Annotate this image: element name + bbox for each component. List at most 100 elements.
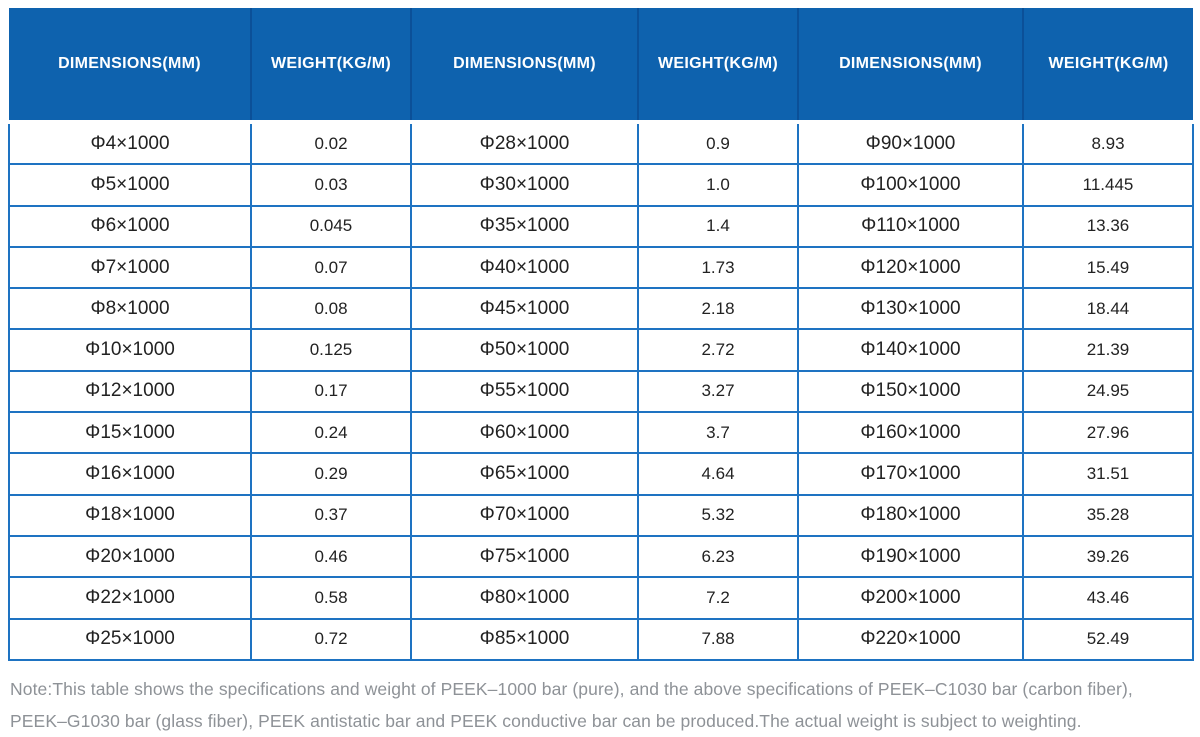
dimension-cell: Φ150×1000 — [797, 369, 1024, 414]
dimension-cell: Φ12×1000 — [8, 369, 252, 414]
dimension-cell: Φ8×1000 — [8, 287, 252, 331]
dimension-cell: Φ190×1000 — [797, 534, 1024, 579]
weight-cell: 21.39 — [1022, 328, 1194, 372]
dimension-cell: Φ35×1000 — [410, 204, 639, 248]
dimension-cell: Φ90×1000 — [797, 120, 1024, 166]
weight-cell: 0.17 — [250, 369, 412, 414]
table-row: Φ8×1000 0.08 Φ45×1000 2.18 Φ130×1000 18.44 — [8, 287, 1194, 331]
table-row: Φ7×1000 0.07 Φ40×1000 1.73 Φ120×1000 15.49 — [8, 245, 1194, 290]
weight-cell: 0.045 — [250, 204, 412, 248]
weight-cell: 3.7 — [637, 411, 799, 455]
table-row: Φ25×1000 0.72 Φ85×1000 7.88 Φ220×1000 52.49 — [8, 617, 1194, 661]
dimension-cell: Φ220×1000 — [797, 617, 1024, 661]
weight-column-header: WEIGHT(KG/M) — [637, 8, 798, 124]
weight-cell: 7.88 — [637, 617, 799, 661]
table-row: Φ20×1000 0.46 Φ75×1000 6.23 Φ190×1000 39.26 — [8, 534, 1194, 579]
dimension-cell: Φ50×1000 — [410, 328, 639, 372]
table-row: Φ6×1000 0.045 Φ35×1000 1.4 Φ110×1000 13.36 — [8, 204, 1194, 248]
weight-cell: 0.125 — [250, 328, 412, 372]
dimension-cell: Φ110×1000 — [797, 204, 1024, 248]
dimension-cell: Φ130×1000 — [797, 287, 1024, 331]
weight-cell: 2.18 — [637, 287, 799, 331]
weight-cell: 0.02 — [250, 120, 412, 166]
weight-cell: 1.73 — [637, 245, 799, 290]
dimension-cell: Φ100×1000 — [797, 163, 1024, 207]
dimension-cell: Φ65×1000 — [410, 452, 639, 496]
dimension-cell: Φ5×1000 — [8, 163, 252, 207]
dimension-cell: Φ6×1000 — [8, 204, 252, 248]
weight-cell: 8.93 — [1022, 120, 1194, 166]
dimensions-column-header: DIMENSIONS(MM) — [410, 8, 638, 124]
table-row: Φ22×1000 0.58 Φ80×1000 7.2 Φ200×1000 43.46 — [8, 576, 1194, 620]
weight-cell: 0.72 — [250, 617, 412, 661]
table-body: Φ4×1000 0.02 Φ28×1000 0.9 Φ90×1000 8.93 Φ5×100… — [8, 120, 1194, 661]
weight-column-header: WEIGHT(KG/M) — [1022, 8, 1193, 124]
table-row: Φ15×1000 0.24 Φ60×1000 3.7 Φ160×1000 27.96 — [8, 411, 1194, 455]
dimension-cell: Φ120×1000 — [797, 245, 1024, 290]
weight-cell: 1.0 — [637, 163, 799, 207]
dimension-cell: Φ10×1000 — [8, 328, 252, 372]
weight-cell: 24.95 — [1022, 369, 1194, 414]
weight-cell: 0.08 — [250, 287, 412, 331]
weight-cell: 0.03 — [250, 163, 412, 207]
peek-bar-spec-table: DIMENSIONS(MM) WEIGHT(KG/M) DIMENSIONS(MM)… — [8, 8, 1194, 661]
dimension-cell: Φ85×1000 — [410, 617, 639, 661]
weight-cell: 0.29 — [250, 452, 412, 496]
weight-cell: 31.51 — [1022, 452, 1194, 496]
table-row: Φ16×1000 0.29 Φ65×1000 4.64 Φ170×1000 31.51 — [8, 452, 1194, 496]
dimensions-column-header: DIMENSIONS(MM) — [797, 8, 1023, 124]
dimension-cell: Φ20×1000 — [8, 534, 252, 579]
weight-cell: 5.32 — [637, 493, 799, 537]
weight-cell: 43.46 — [1022, 576, 1194, 620]
table-row: Φ12×1000 0.17 Φ55×1000 3.27 Φ150×1000 24.95 — [8, 369, 1194, 414]
weight-cell: 0.07 — [250, 245, 412, 290]
dimension-cell: Φ22×1000 — [8, 576, 252, 620]
dimension-cell: Φ28×1000 — [410, 120, 639, 166]
table-row: Φ5×1000 0.03 Φ30×1000 1.0 Φ100×1000 11.445 — [8, 163, 1194, 207]
dimension-cell: Φ25×1000 — [8, 617, 252, 661]
table-row: Φ4×1000 0.02 Φ28×1000 0.9 Φ90×1000 8.93 — [8, 120, 1194, 166]
table-header: DIMENSIONS(MM) WEIGHT(KG/M) DIMENSIONS(MM)… — [9, 8, 1193, 124]
weight-cell: 0.58 — [250, 576, 412, 620]
weight-cell: 0.9 — [637, 120, 799, 166]
weight-cell: 4.64 — [637, 452, 799, 496]
dimension-cell: Φ4×1000 — [8, 120, 252, 166]
weight-cell: 6.23 — [637, 534, 799, 579]
weight-cell: 15.49 — [1022, 245, 1194, 290]
dimension-cell: Φ30×1000 — [410, 163, 639, 207]
dimension-cell: Φ55×1000 — [410, 369, 639, 414]
dimension-cell: Φ60×1000 — [410, 411, 639, 455]
weight-cell: 13.36 — [1022, 204, 1194, 248]
weight-cell: 35.28 — [1022, 493, 1194, 537]
dimension-cell: Φ70×1000 — [410, 493, 639, 537]
weight-cell: 0.37 — [250, 493, 412, 537]
dimension-cell: Φ45×1000 — [410, 287, 639, 331]
weight-cell: 0.24 — [250, 411, 412, 455]
weight-cell: 39.26 — [1022, 534, 1194, 579]
dimension-cell: Φ180×1000 — [797, 493, 1024, 537]
dimension-cell: Φ200×1000 — [797, 576, 1024, 620]
dimension-cell: Φ170×1000 — [797, 452, 1024, 496]
weight-cell: 27.96 — [1022, 411, 1194, 455]
dimensions-column-header: DIMENSIONS(MM) — [9, 8, 251, 124]
dimension-cell: Φ40×1000 — [410, 245, 639, 290]
table-row: Φ10×1000 0.125 Φ50×1000 2.72 Φ140×1000 21.39 — [8, 328, 1194, 372]
dimension-cell: Φ75×1000 — [410, 534, 639, 579]
dimension-cell: Φ18×1000 — [8, 493, 252, 537]
dimension-cell: Φ15×1000 — [8, 411, 252, 455]
weight-cell: 3.27 — [637, 369, 799, 414]
dimension-cell: Φ80×1000 — [410, 576, 639, 620]
weight-cell: 11.445 — [1022, 163, 1194, 207]
weight-cell: 52.49 — [1022, 617, 1194, 661]
header-row: DIMENSIONS(MM) WEIGHT(KG/M) DIMENSIONS(MM)… — [9, 8, 1193, 124]
note-text: Note:This table shows the specifications… — [10, 678, 1133, 731]
dimension-cell: Φ140×1000 — [797, 328, 1024, 372]
weight-cell: 1.4 — [637, 204, 799, 248]
weight-cell: 18.44 — [1022, 287, 1194, 331]
dimension-cell: Φ16×1000 — [8, 452, 252, 496]
weight-cell: 2.72 — [637, 328, 799, 372]
dimension-cell: Φ160×1000 — [797, 411, 1024, 455]
weight-cell: 0.46 — [250, 534, 412, 579]
table-row: Φ18×1000 0.37 Φ70×1000 5.32 Φ180×1000 35.28 — [8, 493, 1194, 537]
